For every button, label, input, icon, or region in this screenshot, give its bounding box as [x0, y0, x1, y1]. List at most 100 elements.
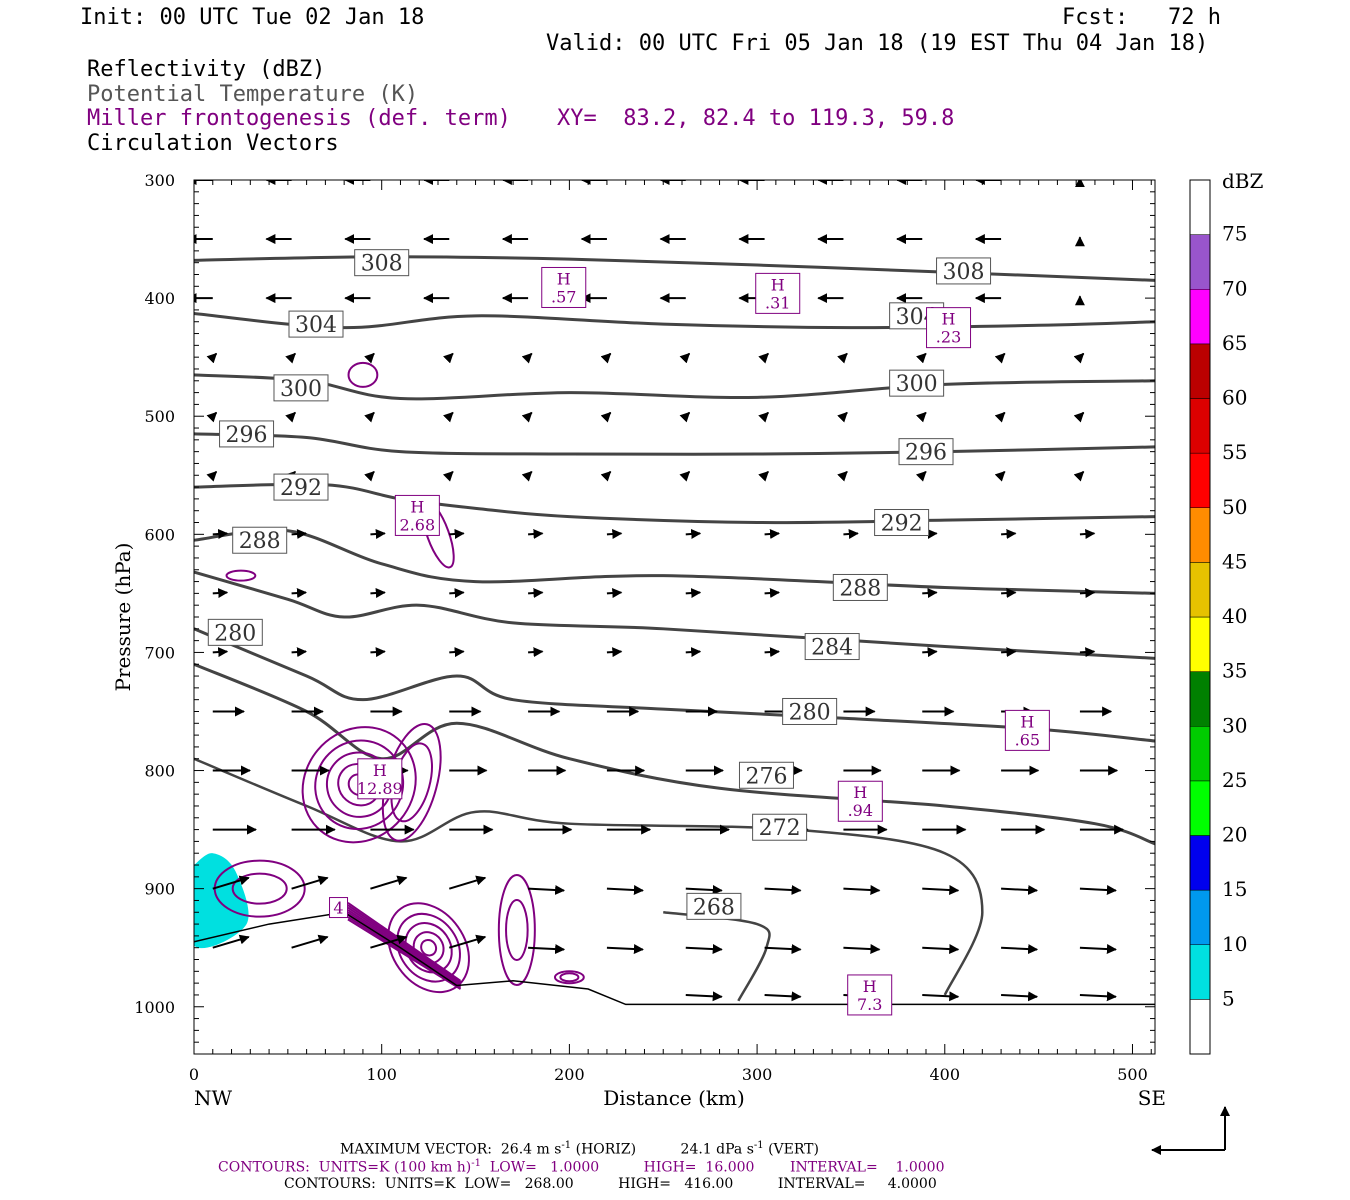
- circulation-vector: [764, 885, 802, 895]
- theta-label-268: 268: [686, 892, 742, 920]
- y-tick-label: 600: [144, 525, 175, 544]
- circulation-vector: [364, 352, 375, 364]
- colorbar-level: 45: [1222, 549, 1247, 573]
- theta-contour-292: [194, 482, 1155, 525]
- theta-contour-296: [194, 432, 1155, 456]
- circulation-vector: [370, 875, 408, 890]
- colorbar-level: 5: [1222, 986, 1235, 1010]
- fronto-contour: [347, 906, 462, 984]
- fronto-max-value: .57: [551, 287, 576, 306]
- colorbar-level: 70: [1222, 276, 1247, 300]
- colorbar-swatch: [1189, 616, 1211, 672]
- circulation-vector: [206, 411, 218, 423]
- fronto-contour: [347, 901, 462, 982]
- circulation-vector: [521, 470, 533, 482]
- fronto-max-value: 4: [333, 899, 343, 918]
- circulation-vector: [600, 470, 612, 482]
- circulation-vector: [994, 352, 1006, 364]
- se-label: SE: [1138, 1086, 1166, 1110]
- colorbar-swatch: [1189, 944, 1211, 1000]
- fronto-max-value: .31: [765, 293, 790, 312]
- colorbar-level: 25: [1222, 768, 1247, 792]
- fronto-contour: [347, 911, 462, 987]
- circulation-vector: [291, 528, 307, 539]
- circulation-vector: [449, 647, 465, 658]
- fronto-max-value: 2.68: [400, 515, 436, 534]
- circulation-vector: [922, 588, 938, 599]
- colorbar-level: 65: [1222, 331, 1247, 355]
- circulation-vector: [206, 470, 218, 482]
- y-tick-label: 800: [144, 762, 175, 781]
- colorbar-level: 20: [1222, 823, 1247, 847]
- colorbar-swatch: [1189, 780, 1211, 836]
- circulation-vector: [994, 411, 1006, 423]
- colorbar-swatch: [1189, 507, 1211, 563]
- circulation-vector: [212, 934, 250, 949]
- theta-label-296: 296: [219, 420, 275, 448]
- x-tick-label: 400: [930, 1065, 961, 1084]
- theta-label-288: 288: [832, 573, 888, 601]
- max-vector-line: MAXIMUM VECTOR: 26.4 m s-1 (HORIZ) 24.1 …: [340, 1140, 819, 1158]
- circulation-vector: [528, 528, 544, 539]
- theta-label-text: 280: [789, 700, 831, 725]
- circulation-vector: [764, 588, 780, 599]
- colorbar-title: dBZ: [1222, 169, 1264, 193]
- fronto-max-letter: H: [410, 497, 424, 516]
- theta-label-text: 284: [811, 636, 853, 661]
- theta-label-280: 280: [782, 697, 838, 725]
- init-time: Init: 00 UTC Tue 02 Jan 18: [80, 5, 425, 30]
- colorbar-swatch: [1189, 726, 1211, 782]
- theta-label-text: 300: [896, 372, 938, 397]
- circulation-vector: [528, 885, 566, 895]
- circulation-vector: [606, 885, 644, 895]
- circulation-vector: [915, 470, 927, 482]
- circulation-vector: [1001, 647, 1017, 658]
- x-tick-label: 100: [366, 1065, 397, 1084]
- fronto-max-value: .65: [1015, 730, 1040, 749]
- colorbar-swatch: [1189, 234, 1211, 290]
- circulation-vector: [922, 647, 938, 658]
- circulation-vector: [922, 991, 960, 1002]
- y-tick-label: 1000: [134, 998, 175, 1017]
- circulation-vector: [370, 934, 408, 949]
- theta-label-292: 292: [273, 473, 329, 501]
- circulation-vector: [285, 411, 296, 423]
- fronto-max-value: 7.3: [857, 995, 882, 1014]
- fronto-max-label: H7.3: [847, 974, 893, 1016]
- circulation-vector: [606, 647, 623, 658]
- circulation-vector: [1001, 528, 1017, 539]
- colorbar-swatch: [1189, 835, 1211, 891]
- circulation-vector: [837, 352, 848, 364]
- circulation-vector: [206, 352, 218, 364]
- fronto-contour: [301, 726, 417, 844]
- circulation-vector: [685, 588, 702, 599]
- theta-label-280: 280: [207, 618, 263, 646]
- theta-label-text: 288: [839, 576, 881, 601]
- theta-contour-300: [194, 373, 1155, 401]
- colorbar-swatch: [1189, 289, 1211, 345]
- fronto-contour: [347, 918, 462, 990]
- field-frontogenesis: Miller frontogenesis (def. term): [87, 106, 511, 131]
- circulation-vector: [212, 588, 229, 599]
- reflectivity-layer: [194, 853, 249, 949]
- colorbar-level: 75: [1222, 222, 1247, 246]
- circulation-vector: [448, 934, 487, 949]
- field-theta: Potential Temperature (K): [87, 82, 419, 107]
- theta-label-text: 296: [226, 423, 268, 448]
- circulation-vector: [212, 875, 250, 890]
- circulation-vector: [449, 588, 465, 599]
- y-tick-label: 500: [144, 407, 175, 426]
- x-tick-label: 200: [554, 1065, 585, 1084]
- theta-contour-284: [194, 570, 1155, 660]
- fronto-contour-info: CONTOURS: UNITS=K (100 km h)-1 LOW= 1.00…: [218, 1158, 945, 1176]
- axes: 0 100 200 300 400 500 300 400 500 600 700 800 900 100…: [134, 171, 1155, 1084]
- circulation-vector: [915, 411, 927, 423]
- theta-label-text: 288: [239, 529, 281, 554]
- circulation-vector: [1079, 528, 1096, 539]
- fronto-max-value: 12.89: [357, 779, 403, 798]
- circulation-vector: [1079, 991, 1117, 1002]
- circulation-vector: [370, 647, 386, 658]
- fronto-contour: [497, 873, 536, 986]
- circulation-vector: [212, 528, 229, 539]
